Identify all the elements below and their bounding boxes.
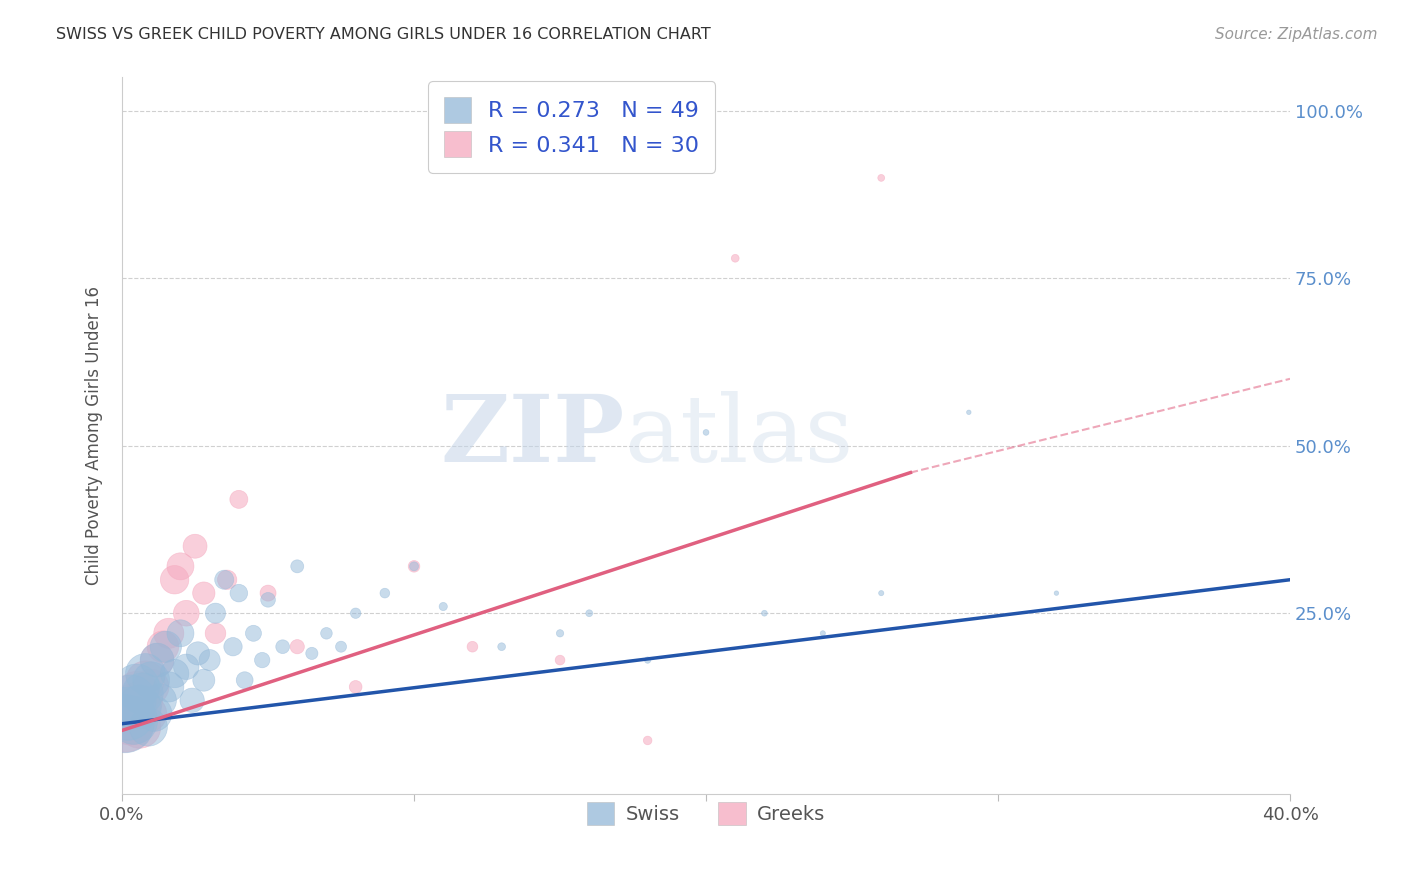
- Point: [1045, 586, 1067, 600]
- Point: [146, 653, 169, 667]
- Point: [131, 693, 153, 707]
- Point: [157, 626, 180, 640]
- Point: [228, 492, 250, 507]
- Point: [233, 673, 256, 688]
- Point: [222, 640, 245, 654]
- Point: [374, 586, 396, 600]
- Point: [330, 640, 353, 654]
- Point: [155, 640, 177, 654]
- Point: [163, 573, 186, 587]
- Point: [134, 666, 156, 681]
- Point: [122, 714, 145, 728]
- Point: [695, 425, 717, 440]
- Point: [957, 405, 980, 419]
- Point: [257, 592, 280, 607]
- Point: [578, 606, 600, 620]
- Point: [184, 539, 207, 553]
- Legend: Swiss, Greeks: Swiss, Greeks: [576, 793, 835, 835]
- Point: [136, 706, 159, 721]
- Point: [117, 706, 139, 721]
- Point: [157, 680, 180, 694]
- Point: [122, 700, 145, 714]
- Point: [228, 586, 250, 600]
- Point: [128, 700, 150, 714]
- Point: [149, 693, 172, 707]
- Point: [125, 680, 148, 694]
- Point: [285, 559, 308, 574]
- Point: [402, 559, 425, 574]
- Point: [402, 559, 425, 574]
- Point: [811, 626, 834, 640]
- Point: [548, 653, 571, 667]
- Text: atlas: atlas: [624, 391, 853, 481]
- Point: [141, 680, 163, 694]
- Point: [120, 714, 142, 728]
- Point: [217, 573, 239, 587]
- Point: [141, 673, 163, 688]
- Point: [491, 640, 513, 654]
- Point: [212, 573, 235, 587]
- Point: [344, 606, 367, 620]
- Point: [163, 666, 186, 681]
- Point: [114, 716, 136, 731]
- Point: [120, 693, 142, 707]
- Point: [131, 687, 153, 701]
- Point: [250, 653, 273, 667]
- Point: [169, 559, 191, 574]
- Point: [204, 606, 226, 620]
- Point: [461, 640, 484, 654]
- Text: ZIP: ZIP: [440, 391, 624, 481]
- Point: [136, 720, 159, 734]
- Point: [344, 680, 367, 694]
- Point: [870, 586, 893, 600]
- Point: [193, 586, 215, 600]
- Point: [315, 626, 337, 640]
- Point: [637, 733, 659, 747]
- Point: [754, 606, 776, 620]
- Point: [125, 687, 148, 701]
- Point: [724, 252, 747, 266]
- Point: [257, 586, 280, 600]
- Text: Source: ZipAtlas.com: Source: ZipAtlas.com: [1215, 27, 1378, 42]
- Point: [187, 647, 209, 661]
- Point: [548, 626, 571, 640]
- Point: [432, 599, 454, 614]
- Point: [146, 653, 169, 667]
- Point: [271, 640, 294, 654]
- Point: [114, 716, 136, 731]
- Point: [128, 720, 150, 734]
- Point: [117, 706, 139, 721]
- Point: [204, 626, 226, 640]
- Point: [174, 606, 197, 620]
- Point: [143, 706, 166, 721]
- Point: [301, 647, 323, 661]
- Point: [134, 673, 156, 688]
- Point: [637, 653, 659, 667]
- Point: [870, 170, 893, 185]
- Point: [198, 653, 221, 667]
- Point: [193, 673, 215, 688]
- Point: [152, 640, 174, 654]
- Point: [285, 640, 308, 654]
- Point: [169, 626, 191, 640]
- Point: [242, 626, 264, 640]
- Point: [181, 693, 204, 707]
- Point: [174, 660, 197, 674]
- Y-axis label: Child Poverty Among Girls Under 16: Child Poverty Among Girls Under 16: [86, 286, 103, 585]
- Text: SWISS VS GREEK CHILD POVERTY AMONG GIRLS UNDER 16 CORRELATION CHART: SWISS VS GREEK CHILD POVERTY AMONG GIRLS…: [56, 27, 711, 42]
